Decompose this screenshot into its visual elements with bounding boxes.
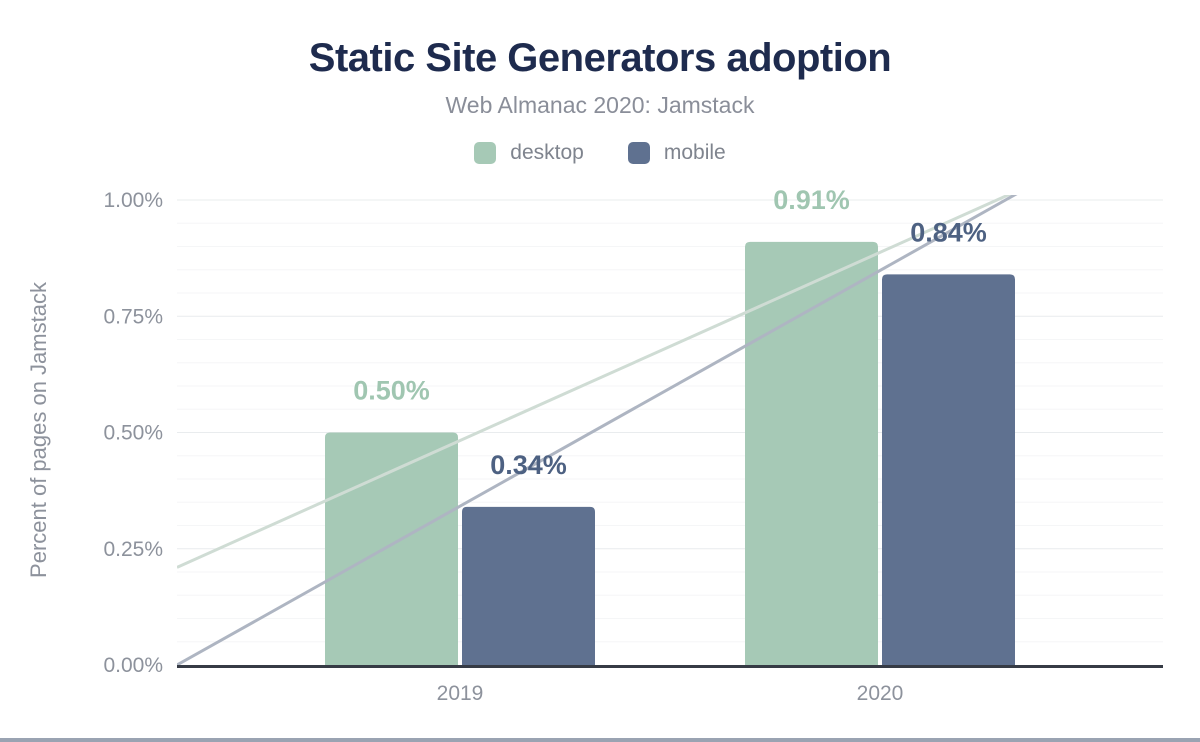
bar-mobile-2020[interactable] (882, 274, 1015, 667)
legend-label-mobile: mobile (663, 141, 726, 164)
ytick-label-0.25%: 0.25% (103, 538, 163, 561)
chart-title: Static Site Generators adoption (308, 36, 892, 80)
legend-item-desktop[interactable]: desktop (474, 141, 584, 165)
y-axis-title: Percent of pages on Jamstack (26, 281, 51, 578)
ytick-label-0.50%: 0.50% (103, 422, 163, 445)
ytick-label-0.75%: 0.75% (103, 305, 163, 328)
legend: desktop mobile (0, 141, 1200, 165)
legend-swatch-mobile-icon (627, 142, 650, 164)
ytick-label-0.00%: 0.00% (103, 654, 163, 677)
value-label-desktop-2019: 0.50% (353, 376, 430, 406)
bar-desktop-2020[interactable] (745, 241, 878, 667)
trend-line-desktop (177, 195, 1012, 569)
ytick-label-1.00%: 1.00% (103, 189, 163, 212)
value-label-desktop-2020: 0.91% (773, 185, 850, 215)
footer-accent-bar (0, 738, 1200, 742)
bar-desktop-2019[interactable] (325, 432, 458, 668)
trend-line-mobile (177, 195, 1018, 667)
legend-swatch-desktop-icon (474, 142, 497, 164)
legend-label-desktop: desktop (510, 141, 584, 164)
legend-item-mobile[interactable]: mobile (627, 141, 726, 165)
chart-subtitle: Web Almanac 2020: Jamstack (445, 92, 755, 118)
value-label-mobile-2019: 0.34% (490, 450, 567, 480)
bar-mobile-2019[interactable] (462, 506, 595, 667)
value-label-mobile-2020: 0.84% (910, 217, 987, 247)
x-label-2020: 2020 (857, 682, 904, 705)
x-label-2019: 2019 (437, 682, 484, 705)
